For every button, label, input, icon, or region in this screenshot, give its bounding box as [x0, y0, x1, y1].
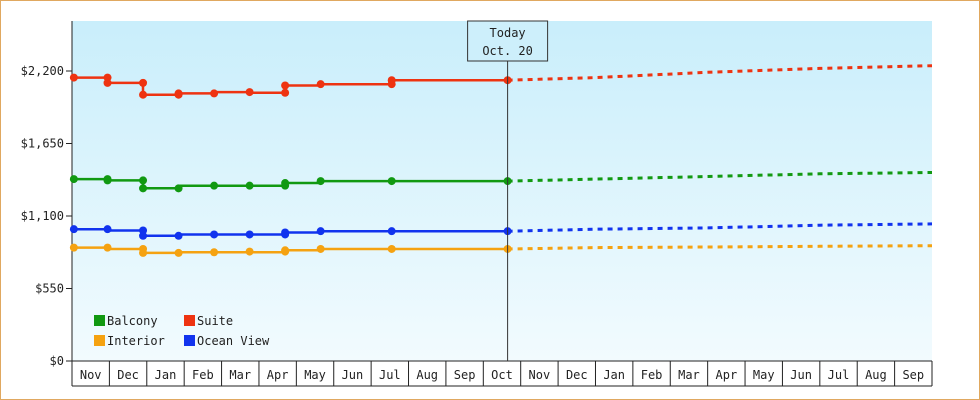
legend-swatch	[184, 315, 195, 326]
data-point	[245, 247, 254, 256]
series-ocean-view	[69, 222, 933, 240]
x-tick-label: Apr	[716, 368, 738, 382]
series-history-line	[72, 76, 508, 96]
x-tick-label: Mar	[678, 368, 700, 382]
data-point	[281, 88, 290, 97]
data-point	[316, 244, 325, 253]
data-point	[69, 175, 78, 184]
data-point	[281, 81, 290, 90]
today-label: Today	[490, 26, 526, 40]
x-tick-label: Aug	[416, 368, 438, 382]
x-tick-label: Aug	[865, 368, 887, 382]
x-tick-label: Nov	[529, 368, 551, 382]
x-tick-label: Oct	[491, 368, 513, 382]
data-point	[316, 227, 325, 236]
data-point	[245, 181, 254, 190]
data-point	[210, 230, 219, 239]
plot-background	[72, 21, 932, 361]
data-point	[387, 227, 396, 236]
legend-label: Balcony	[107, 314, 158, 328]
x-tick-label: Feb	[641, 368, 663, 382]
x-tick-label: May	[304, 368, 326, 382]
x-tick-label: Jul	[379, 368, 401, 382]
data-point	[69, 73, 78, 82]
series-forecast-line	[507, 64, 933, 82]
data-point	[139, 176, 148, 185]
x-tick-label: May	[753, 368, 775, 382]
data-point	[387, 244, 396, 253]
data-point	[316, 177, 325, 186]
data-point	[174, 89, 183, 98]
data-point	[210, 248, 219, 257]
data-point	[139, 248, 148, 257]
legend-swatch	[184, 335, 195, 346]
today-date: Oct. 20	[482, 44, 533, 58]
data-point	[210, 181, 219, 190]
data-point	[174, 231, 183, 240]
x-tick-label: Jan	[603, 368, 625, 382]
data-point	[245, 230, 254, 239]
data-point	[103, 78, 112, 87]
series-balcony	[69, 171, 933, 193]
y-tick-label: $1,650	[21, 137, 64, 151]
data-point	[387, 76, 396, 85]
x-tick-label: Dec	[117, 368, 139, 382]
legend-swatch	[94, 335, 105, 346]
x-tick-label: Jun	[342, 368, 364, 382]
y-tick-label: $550	[35, 282, 64, 296]
data-point	[387, 177, 396, 186]
series-suite	[69, 64, 933, 99]
legend-label: Interior	[107, 334, 165, 348]
x-tick-label: Sep	[902, 368, 924, 382]
x-tick-label: Feb	[192, 368, 214, 382]
x-tick-label: Jan	[155, 368, 177, 382]
data-point	[139, 184, 148, 193]
y-tick-label: $0	[50, 354, 64, 368]
series-forecast-line	[507, 222, 933, 233]
data-point	[281, 179, 290, 188]
data-point	[174, 184, 183, 193]
series-interior	[69, 243, 933, 257]
y-tick-label: $2,200	[21, 64, 64, 78]
data-point	[139, 90, 148, 99]
x-tick-label: Mar	[229, 368, 251, 382]
data-point	[210, 89, 219, 98]
data-point	[316, 80, 325, 89]
data-point	[69, 243, 78, 252]
data-point	[103, 176, 112, 185]
data-point	[139, 231, 148, 240]
legend-label: Ocean View	[197, 334, 270, 348]
legend-label: Suite	[197, 314, 233, 328]
data-point	[139, 78, 148, 87]
data-point	[245, 88, 254, 97]
data-point	[103, 225, 112, 234]
data-point	[281, 246, 290, 255]
legend-swatch	[94, 315, 105, 326]
x-tick-label: Jun	[790, 368, 812, 382]
data-point	[281, 228, 290, 237]
x-tick-label: Jul	[828, 368, 850, 382]
data-point	[69, 225, 78, 234]
data-point	[174, 248, 183, 257]
today-box	[467, 20, 549, 62]
x-tick-label: Nov	[80, 368, 102, 382]
series-forecast-line	[507, 171, 933, 183]
y-tick-label: $1,100	[21, 209, 64, 223]
x-tick-label: Sep	[454, 368, 476, 382]
data-point	[103, 243, 112, 252]
series-forecast-line	[507, 244, 933, 251]
x-tick-label: Apr	[267, 368, 289, 382]
x-tick-label: Dec	[566, 368, 588, 382]
